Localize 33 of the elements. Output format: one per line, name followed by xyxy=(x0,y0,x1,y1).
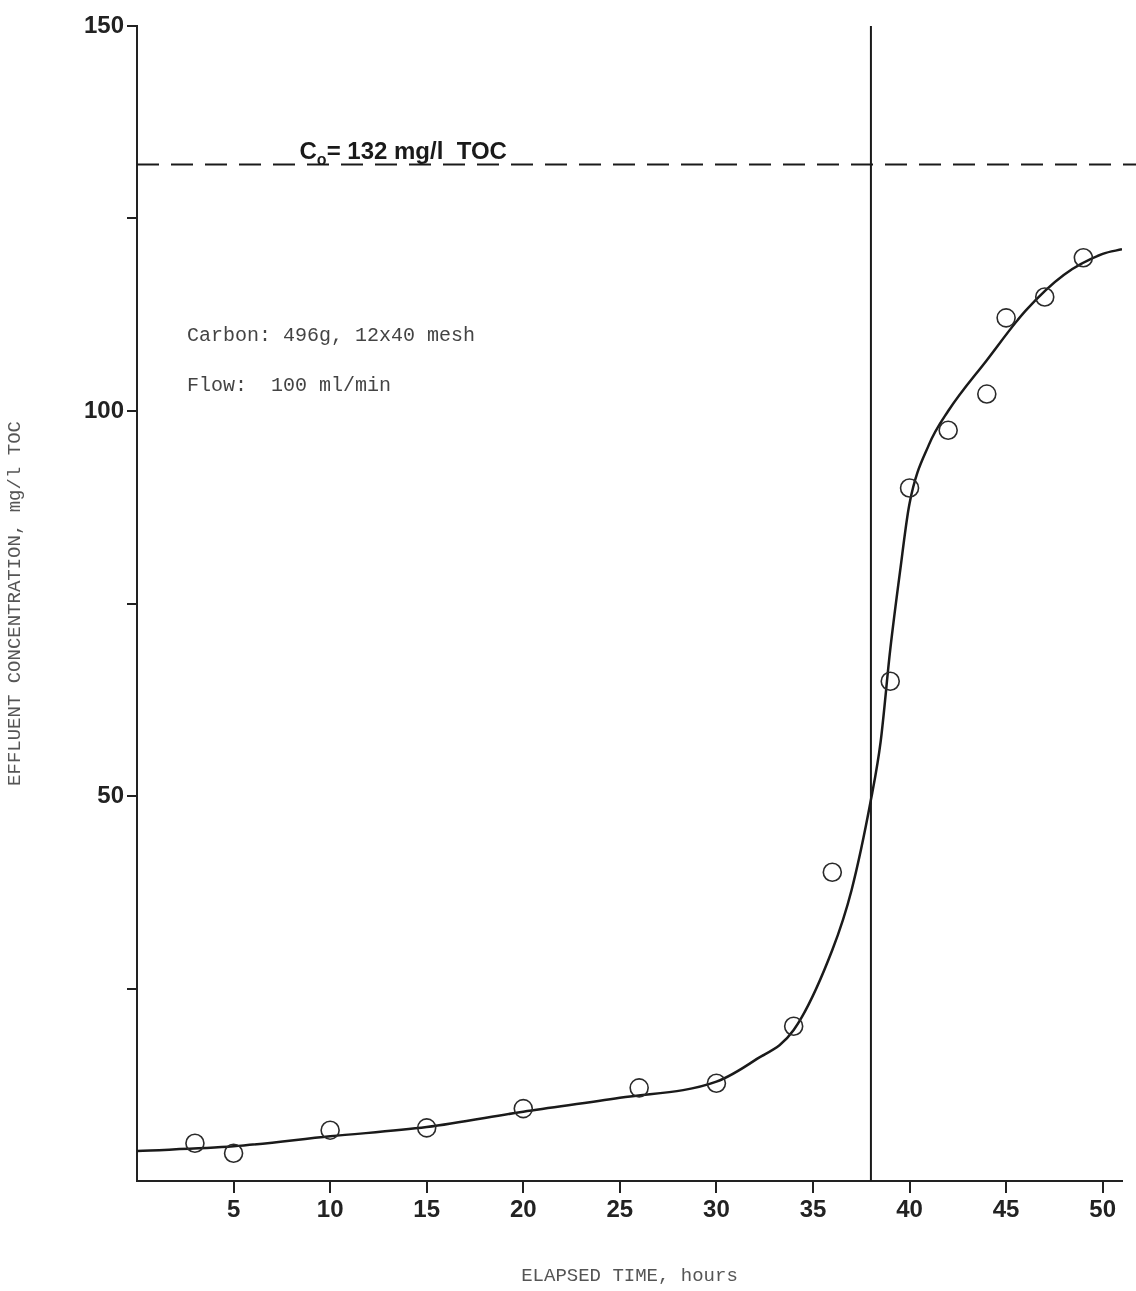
point xyxy=(938,420,958,441)
point xyxy=(416,1118,437,1138)
y-tick-label: 50 xyxy=(97,780,124,808)
point xyxy=(223,1143,244,1164)
point xyxy=(320,1120,340,1140)
point xyxy=(706,1073,727,1094)
point xyxy=(629,1078,649,1098)
x-tick-label: 45 xyxy=(992,1195,1020,1223)
x-tick-label: 10 xyxy=(316,1195,344,1223)
x-tick-label: 5 xyxy=(226,1195,241,1223)
point xyxy=(185,1133,205,1154)
y-tick-label: 150 xyxy=(83,10,124,38)
x-tick-label: 35 xyxy=(799,1195,827,1223)
x-axis-title: ELAPSED TIME, hours xyxy=(521,1264,738,1287)
x-tick-label: 50 xyxy=(1089,1195,1117,1223)
y-axis-title: EFFLUENT CONCENTRATION, mg/l TOC xyxy=(4,421,27,786)
point xyxy=(880,671,901,692)
x-tick-label: 20 xyxy=(509,1195,537,1223)
x-tick-label: 30 xyxy=(703,1195,730,1223)
x-tick-label: 40 xyxy=(896,1195,923,1223)
annotation: Carbon: 496g, 12x40 mesh xyxy=(187,324,476,348)
point xyxy=(1034,287,1055,307)
point xyxy=(513,1098,534,1119)
point xyxy=(822,862,843,883)
point xyxy=(996,308,1016,328)
x-tick-label: 15 xyxy=(413,1195,441,1223)
annotation: Flow: 100 ml/min xyxy=(187,374,392,398)
y-tick-label: 100 xyxy=(83,395,124,423)
point xyxy=(1073,247,1094,268)
x-tick-label: 25 xyxy=(606,1195,634,1223)
point xyxy=(783,1016,804,1037)
point xyxy=(899,478,920,498)
point xyxy=(977,384,997,404)
